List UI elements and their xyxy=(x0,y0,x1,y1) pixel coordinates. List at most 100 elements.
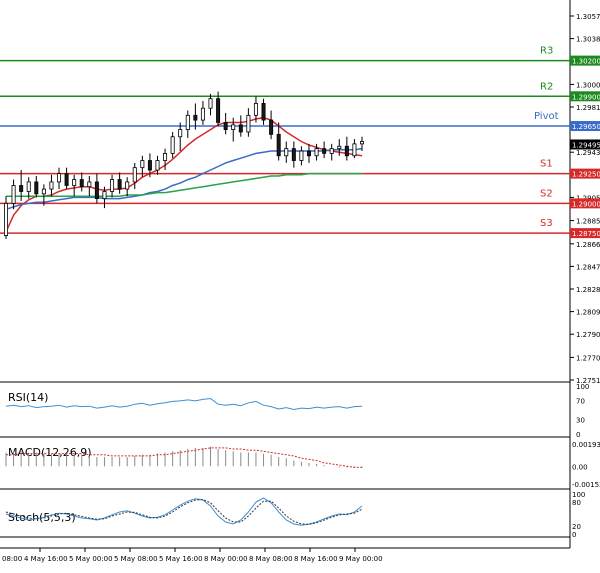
stoch-tick-label: 100 xyxy=(572,491,585,499)
macd-panel: MACD(12,26,9) 0.001935 0.00 -0.001537 xyxy=(5,441,600,489)
candle-bullish xyxy=(57,173,62,183)
candle-bearish xyxy=(193,114,198,121)
stoch-tick-label: 0 xyxy=(572,531,576,539)
candle-bearish xyxy=(276,133,281,157)
stoch-tick-label: 20 xyxy=(572,523,581,531)
time-tick-label: 08:00 xyxy=(2,555,22,563)
panel-frames xyxy=(0,0,571,549)
candle-bullish xyxy=(299,150,304,161)
level-price-tag: 1.29650 xyxy=(572,123,600,131)
price-tick-label: 1.30000 xyxy=(576,81,600,89)
candle-bullish xyxy=(4,202,9,236)
candle-bullish xyxy=(352,143,357,157)
candle-bearish xyxy=(19,185,24,192)
price-tick-label: 1.28280 xyxy=(576,286,600,294)
level-name-pivot: Pivot xyxy=(534,111,559,122)
macd-tick-label: 0.001935 xyxy=(572,441,600,449)
candle-bullish xyxy=(185,114,190,131)
level-price-tag: 1.29250 xyxy=(572,171,600,179)
candle-bullish xyxy=(49,181,54,190)
candle-bullish xyxy=(359,141,364,145)
moving-average-line xyxy=(5,116,363,233)
price-tick-label: 1.29810 xyxy=(576,104,600,112)
level-name-s1: S1 xyxy=(540,159,553,170)
candle-bearish xyxy=(261,103,266,121)
price-tick-label: 1.28090 xyxy=(576,309,600,317)
candle-bullish xyxy=(102,191,107,199)
time-tick-label: 8 May 16:00 xyxy=(294,555,338,563)
stoch-tick-label: 80 xyxy=(572,499,581,507)
candle-bullish xyxy=(140,160,145,169)
rsi-tick-label: 70 xyxy=(576,397,585,405)
current-price-tag: 1.29495 xyxy=(572,141,600,149)
price-axis: 1.30575 1.30385 1.30000 1.29810 1.29430 1.290… xyxy=(570,13,600,385)
level-name-s2: S2 xyxy=(540,188,553,199)
candle-bullish xyxy=(329,148,334,154)
current-price-tag-bg xyxy=(570,139,600,150)
macd-tick-label: -0.001537 xyxy=(572,481,600,489)
candle-bullish xyxy=(26,181,31,192)
candle-bearish xyxy=(306,150,311,157)
candle-bullish xyxy=(41,188,46,195)
candle-bullish xyxy=(284,148,289,157)
level-price-tag-bg xyxy=(570,198,600,209)
candle-bearish xyxy=(238,124,243,133)
level-price-tag-bg xyxy=(570,121,600,132)
candle-bullish xyxy=(155,160,160,171)
candle-bearish xyxy=(216,98,221,123)
level-price-tag-bg xyxy=(570,168,600,179)
candle-bearish xyxy=(291,148,296,161)
candle-bullish xyxy=(132,167,137,183)
price-tick-label: 1.27900 xyxy=(576,331,600,339)
price-tick-label: 1.30575 xyxy=(576,13,600,21)
candle-bullish xyxy=(314,148,319,157)
level-name-s3: S3 xyxy=(540,218,553,229)
level-price-tag-bg xyxy=(570,55,600,66)
price-tick-label: 1.29430 xyxy=(576,149,600,157)
candle-bearish xyxy=(344,145,349,157)
time-tick-label: 8 May 08:00 xyxy=(249,555,293,563)
candle-bearish xyxy=(34,181,39,195)
candle-bullish xyxy=(110,179,115,192)
candle-bearish xyxy=(94,181,99,199)
level-name-r2: R2 xyxy=(540,81,553,92)
macd-signal-line xyxy=(6,447,362,468)
candle-bullish xyxy=(11,185,16,204)
candle-bearish xyxy=(322,148,327,154)
level-price-tag: 1.29000 xyxy=(572,200,600,208)
candle-bullish xyxy=(178,129,183,138)
candle-bullish xyxy=(200,107,205,121)
level-price-tag-bg xyxy=(570,91,600,102)
candlesticks xyxy=(4,91,364,240)
candle-bullish xyxy=(231,124,236,131)
price-tick-label: 1.28470 xyxy=(576,263,600,271)
price-tick-label: 1.28855 xyxy=(576,218,600,226)
candle-bullish xyxy=(246,114,251,133)
candle-bullish xyxy=(253,103,258,116)
level-price-tag: 1.29900 xyxy=(572,93,600,101)
candle-bearish xyxy=(64,173,69,186)
level-price-tag-bg xyxy=(570,228,600,239)
candle-bullish xyxy=(170,136,175,154)
candle-bullish xyxy=(125,181,130,190)
price-tick-label: 1.28660 xyxy=(576,241,600,249)
candle-bullish xyxy=(163,152,168,161)
rsi-panel: RSI(14) 100 70 30 0 xyxy=(5,383,589,439)
level-price-tag: 1.30200 xyxy=(572,58,600,66)
time-axis: 08:00 4 May 16:00 5 May 00:00 5 May 08:00 5 … xyxy=(2,548,383,563)
rsi-tick-label: 0 xyxy=(576,431,580,439)
price-tick-label: 1.27705 xyxy=(576,354,600,362)
candle-bearish xyxy=(269,119,274,135)
candle-bearish xyxy=(79,179,84,188)
candle-bullish xyxy=(208,98,213,109)
candle-bearish xyxy=(147,160,152,171)
time-tick-label: 5 May 00:00 xyxy=(69,555,113,563)
level-name-r3: R3 xyxy=(540,46,553,57)
time-tick-label: 8 May 00:00 xyxy=(204,555,248,563)
stoch-d-line xyxy=(5,499,363,525)
candle-bullish xyxy=(87,181,92,188)
level-price-tag: 1.28750 xyxy=(572,230,600,238)
